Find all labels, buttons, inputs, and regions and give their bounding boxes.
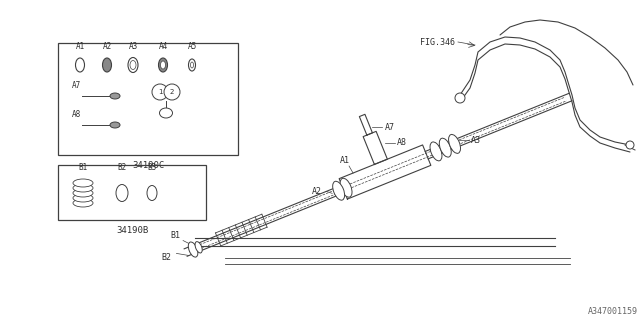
Text: 34190B: 34190B [116, 226, 148, 235]
Circle shape [626, 141, 634, 149]
Text: A2: A2 [312, 187, 322, 196]
Ellipse shape [130, 60, 136, 69]
Text: B1: B1 [78, 163, 88, 172]
Circle shape [455, 93, 465, 103]
Text: A3: A3 [129, 42, 138, 51]
Circle shape [152, 84, 168, 100]
Text: A7: A7 [72, 81, 81, 90]
Ellipse shape [73, 179, 93, 187]
Circle shape [164, 84, 180, 100]
Text: B1: B1 [170, 230, 180, 240]
Ellipse shape [195, 242, 202, 253]
Ellipse shape [439, 138, 451, 157]
Text: 34190C: 34190C [132, 161, 164, 170]
Ellipse shape [110, 122, 120, 128]
Text: B2: B2 [117, 163, 127, 172]
Ellipse shape [128, 58, 138, 73]
Text: A347001159: A347001159 [588, 307, 638, 316]
Ellipse shape [120, 189, 125, 197]
Text: 1: 1 [157, 89, 163, 95]
Ellipse shape [110, 93, 120, 99]
Text: A4: A4 [158, 42, 168, 51]
Ellipse shape [191, 62, 193, 68]
Ellipse shape [163, 111, 168, 115]
Ellipse shape [78, 61, 82, 68]
Text: A3: A3 [471, 136, 481, 145]
Ellipse shape [161, 61, 166, 69]
Bar [58, 165, 206, 220]
Ellipse shape [76, 58, 84, 72]
Ellipse shape [340, 178, 352, 197]
Bar [58, 43, 238, 155]
Text: FIG.346: FIG.346 [420, 37, 455, 46]
Text: A1: A1 [76, 42, 84, 51]
Text: A8: A8 [72, 110, 81, 119]
Ellipse shape [159, 108, 173, 118]
Text: A8: A8 [397, 138, 406, 147]
Ellipse shape [102, 58, 111, 72]
Text: A1: A1 [340, 156, 350, 165]
Ellipse shape [162, 63, 164, 67]
Ellipse shape [73, 194, 93, 202]
Ellipse shape [449, 134, 461, 153]
Ellipse shape [430, 142, 442, 161]
Text: A7: A7 [385, 123, 394, 132]
Ellipse shape [116, 185, 128, 202]
Text: B2: B2 [161, 253, 172, 262]
Ellipse shape [73, 189, 93, 197]
Text: A5: A5 [188, 42, 196, 51]
Text: 2: 2 [170, 89, 174, 95]
Ellipse shape [333, 181, 344, 200]
Ellipse shape [147, 186, 157, 201]
Ellipse shape [73, 199, 93, 207]
Ellipse shape [132, 63, 134, 67]
Ellipse shape [73, 184, 93, 192]
Ellipse shape [189, 59, 195, 71]
Ellipse shape [159, 58, 168, 72]
Text: A2: A2 [102, 42, 111, 51]
Text: B3: B3 [147, 163, 157, 172]
Ellipse shape [188, 242, 198, 257]
Ellipse shape [150, 189, 154, 196]
